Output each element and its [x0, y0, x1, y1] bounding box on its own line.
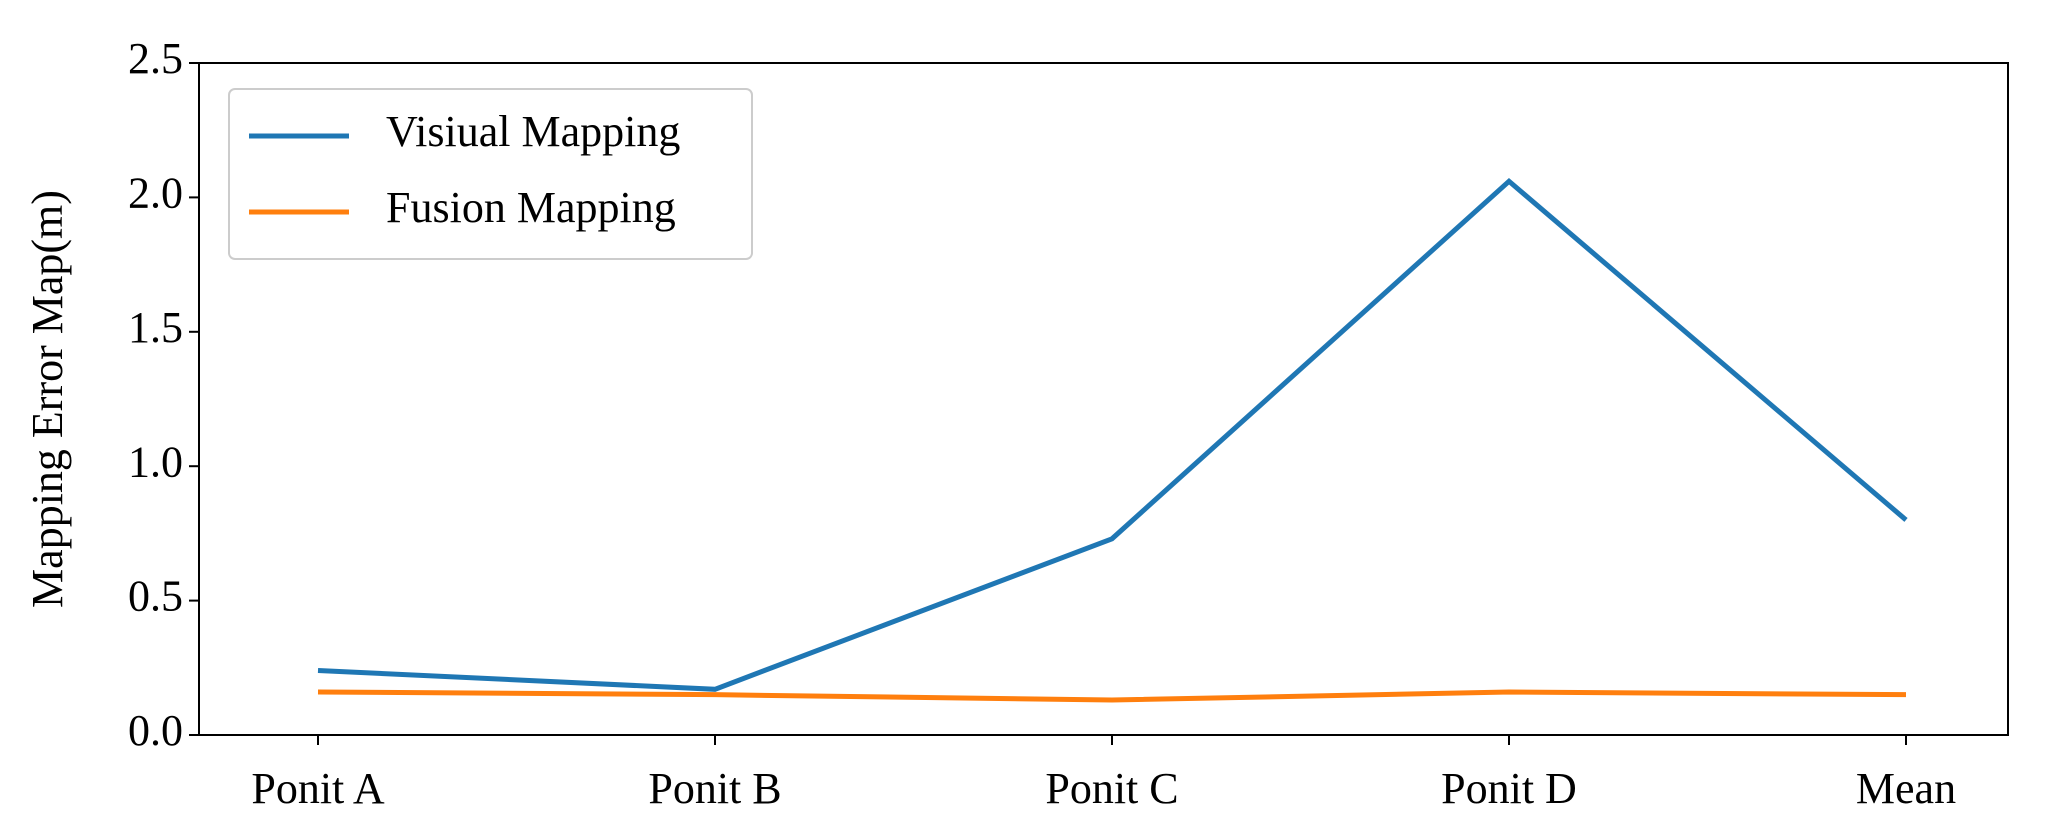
- x-tick-label: Ponit D: [1441, 764, 1577, 813]
- x-tick-label: Mean: [1856, 764, 1956, 813]
- legend-label: Visiual Mapping: [386, 107, 680, 156]
- series-line: [317, 689, 1907, 703]
- y-tick-label: 1.5: [128, 303, 183, 352]
- y-tick-label: 2.5: [128, 34, 183, 83]
- plot-frame: [198, 62, 2009, 736]
- y-tick-label: 0.0: [128, 706, 183, 755]
- series-line: [317, 177, 1908, 692]
- y-tick-label: 1.0: [128, 437, 183, 486]
- y-tick-label: 2.0: [128, 168, 183, 217]
- x-tick-label: Ponit A: [251, 764, 384, 813]
- legend-box: [228, 88, 753, 260]
- legend-label: Fusion Mapping: [386, 183, 676, 232]
- x-tick-label: Ponit B: [648, 764, 781, 813]
- y-tick-label: 0.5: [128, 572, 183, 621]
- x-tick-label: Ponit C: [1045, 764, 1178, 813]
- y-axis-label: Mapping Error Map(m): [23, 190, 72, 608]
